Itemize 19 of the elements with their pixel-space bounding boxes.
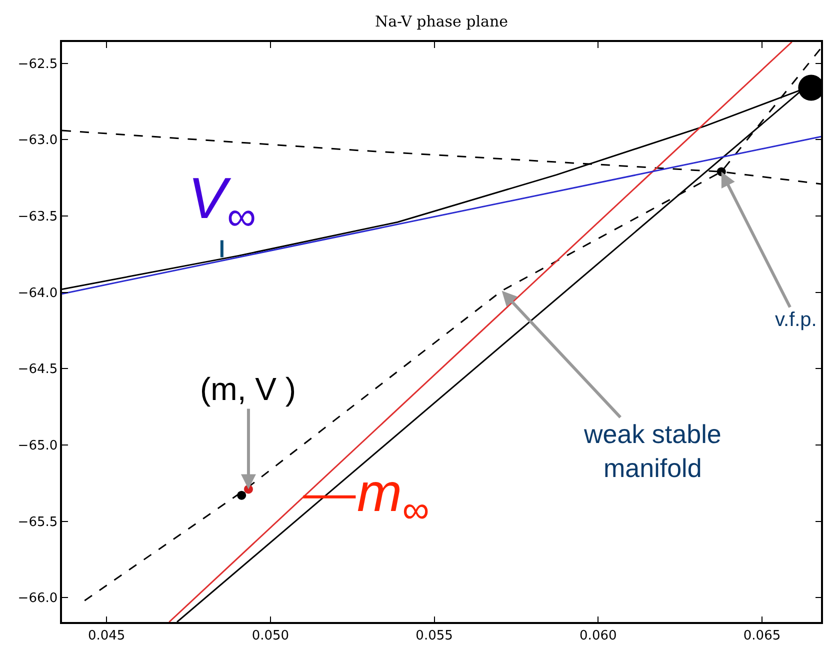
- x-tick-label: 0.050: [252, 628, 290, 644]
- x-tick-label: 0.060: [580, 628, 617, 644]
- y-tick-label: −62.5: [18, 56, 58, 72]
- x-tick-label: 0.055: [416, 628, 453, 644]
- y-tick-label: −65.0: [18, 438, 58, 454]
- chart-title: Na-V phase plane: [374, 12, 508, 31]
- annotation: V$_{∞}$: [188, 166, 256, 240]
- y-tick-label: −64.5: [18, 362, 58, 378]
- annotation: m$_{∞}$: [357, 463, 429, 532]
- y-tick-label: −63.0: [18, 133, 58, 148]
- y-tick-label: −64.0: [18, 286, 58, 301]
- y-tick-label: −66.0: [18, 591, 58, 606]
- x-tick-label: 0.065: [743, 628, 781, 644]
- y-tick-label: −65.5: [18, 514, 58, 530]
- x-tick-label: 0.045: [88, 628, 126, 644]
- annotation: (m, V ): [200, 371, 296, 407]
- annotation: v.f.p.: [775, 309, 817, 331]
- annotation: weak stable manifold: [583, 419, 722, 483]
- y-tick-label: −63.5: [18, 210, 58, 225]
